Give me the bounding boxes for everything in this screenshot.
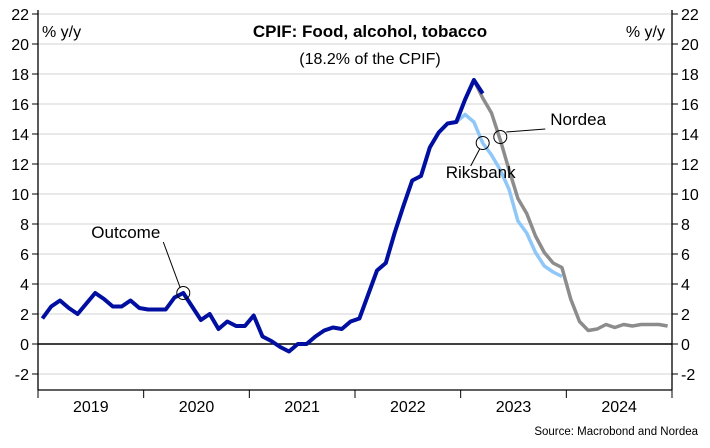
x-tick-label: 2020 <box>179 399 215 416</box>
annotation-leader <box>506 128 546 133</box>
y-tick-label-right: 10 <box>681 187 699 204</box>
source-note: Source: Macrobond and Nordea <box>534 426 698 438</box>
annotation-marker <box>176 286 191 300</box>
y-tick-label-right: 14 <box>681 127 699 144</box>
x-tick-label: 2023 <box>496 399 532 416</box>
series-line-outcome <box>40 78 485 354</box>
annotation-label: Riksbank <box>446 163 516 182</box>
chart-subtitle: (18.2% of the CPIF) <box>299 51 440 68</box>
annotation-label: Outcome <box>91 223 160 242</box>
y-tick-label-left: 6 <box>20 247 29 264</box>
y-tick-label-left: 10 <box>11 187 29 204</box>
y-tick-label-right: -2 <box>681 367 695 384</box>
y-tick-label-right: 18 <box>681 67 699 84</box>
series-line-nordea <box>472 79 668 333</box>
y-tick-label-left: 2 <box>20 307 29 324</box>
y-tick-label-left: 22 <box>11 7 29 24</box>
y-tick-label-left: 4 <box>20 277 29 294</box>
y-tick-label-left: 8 <box>20 217 29 234</box>
y-axis-label-left: % y/y <box>42 24 81 41</box>
y-tick-label-left: 12 <box>11 157 29 174</box>
annotation-leader <box>470 148 481 167</box>
y-tick-label-left: 16 <box>11 97 29 114</box>
y-tick-label-left: -2 <box>15 367 29 384</box>
x-tick-label: 2024 <box>601 399 637 416</box>
y-tick-label-right: 2 <box>681 307 690 324</box>
y-tick-label-right: 4 <box>681 277 690 294</box>
y-tick-label-right: 8 <box>681 217 690 234</box>
chart-title: CPIF: Food, alcohol, tobacco <box>253 22 487 41</box>
y-tick-label-right: 12 <box>681 157 699 174</box>
annotation-marker <box>493 130 508 144</box>
y-tick-label-left: 20 <box>11 37 29 54</box>
series-line-riksbank <box>455 112 563 279</box>
y-tick-label-left: 18 <box>11 67 29 84</box>
y-tick-label-right: 22 <box>681 7 699 24</box>
x-tick-label: 2022 <box>390 399 426 416</box>
x-tick-label: 2021 <box>284 399 320 416</box>
annotation-leader <box>162 241 181 289</box>
y-tick-label-right: 16 <box>681 97 699 114</box>
annotation-label: Nordea <box>550 110 606 129</box>
x-tick-label: 2019 <box>73 399 109 416</box>
y-tick-label-left: 0 <box>20 337 29 354</box>
y-tick-label-right: 20 <box>681 37 699 54</box>
y-tick-label-right: 6 <box>681 247 690 264</box>
y-tick-label-left: 14 <box>11 127 29 144</box>
y-tick-label-right: 0 <box>681 337 690 354</box>
annotation-marker <box>475 136 490 150</box>
y-axis-label-right: % y/y <box>626 24 665 41</box>
